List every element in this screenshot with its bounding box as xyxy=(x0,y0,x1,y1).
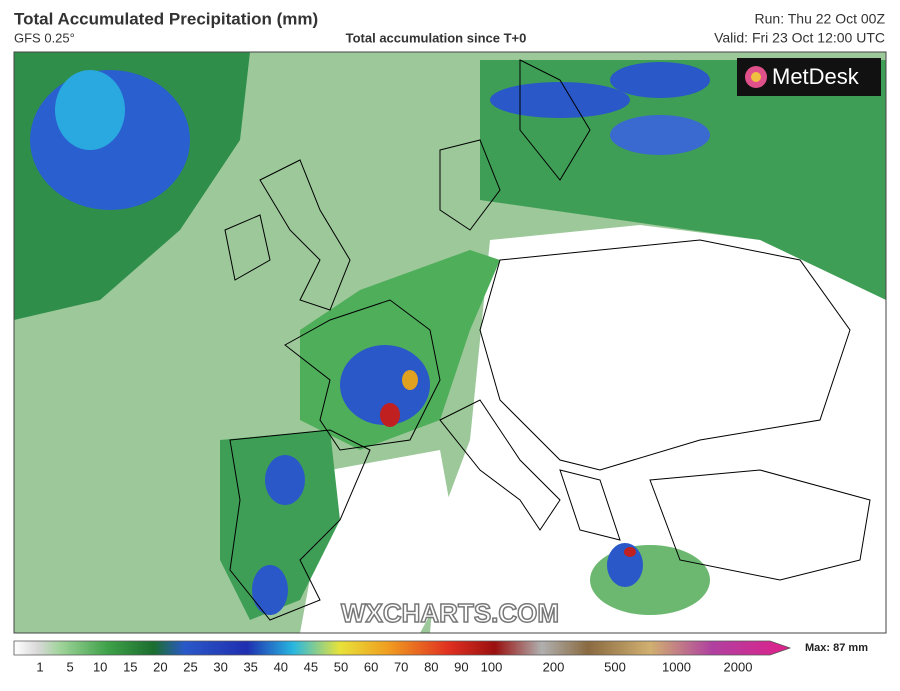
eastern-europe xyxy=(479,239,851,471)
green-area xyxy=(220,430,340,620)
map-field xyxy=(14,52,886,633)
colorbar-tick-label: 1 xyxy=(36,659,43,674)
blue-area xyxy=(252,565,288,615)
colorbar-tick-label: 40 xyxy=(274,659,288,674)
max-label: Max: 87 mm xyxy=(805,642,868,654)
dry-sea xyxy=(300,450,460,633)
logo-text: MetDesk xyxy=(772,64,860,89)
colorbar xyxy=(13,640,792,656)
france xyxy=(284,299,441,451)
britain xyxy=(259,159,351,311)
colorbar-tick-label: 35 xyxy=(243,659,257,674)
subtitle: Total accumulation since T+0 xyxy=(346,30,527,45)
colorbar-tick-label: 30 xyxy=(213,659,227,674)
colorbar-tick-label: 90 xyxy=(454,659,468,674)
dry-land xyxy=(430,225,886,633)
red-core xyxy=(624,547,636,557)
scandinavia xyxy=(519,59,591,181)
blue-area xyxy=(265,455,305,505)
blue-area xyxy=(610,115,710,155)
colorbar-tick-label: 1000 xyxy=(662,659,691,674)
run: Run: Thu 22 Oct 00Z xyxy=(755,11,886,27)
denmark xyxy=(439,139,501,231)
colorbar-tick-label: 200 xyxy=(543,659,565,674)
red-core xyxy=(380,403,400,427)
logo-icon xyxy=(751,72,761,82)
blue-area xyxy=(490,82,630,118)
green-area xyxy=(480,60,886,300)
title: Total Accumulated Precipitation (mm) xyxy=(14,9,318,28)
greece xyxy=(559,469,621,541)
colorbar-tick-label: 15 xyxy=(123,659,137,674)
italy xyxy=(439,399,561,531)
valid-time: Valid: Fri 23 Oct 12:00 UTC xyxy=(714,30,885,46)
colorbar-tick-label: 500 xyxy=(604,659,626,674)
colorbar-tick-label: 2000 xyxy=(724,659,753,674)
green-area xyxy=(590,545,710,615)
colorbar-tick-label: 5 xyxy=(66,659,73,674)
turkey xyxy=(649,469,871,581)
colorbar-tick-label: 25 xyxy=(183,659,197,674)
blue-area xyxy=(340,345,430,425)
model: GFS 0.25° xyxy=(14,30,75,45)
ireland xyxy=(224,214,271,281)
colorbar-tick-label: 80 xyxy=(424,659,438,674)
colorbar-tick-label: 20 xyxy=(153,659,167,674)
colorbar-tick-label: 45 xyxy=(304,659,318,674)
blue-area xyxy=(55,70,125,150)
colorbar-tick-label: 70 xyxy=(394,659,408,674)
iberia xyxy=(229,429,371,621)
colorbar-tick-label: 60 xyxy=(364,659,378,674)
map-frame xyxy=(13,51,887,634)
colorbar-tick-label: 100 xyxy=(481,659,503,674)
colorbar-ticks: 1 5 10 15 20 25 30 35 40 45 50 60 70 80 90 100 200 500 100… xyxy=(36,659,752,674)
orange-core xyxy=(402,370,418,390)
colorbar-tick-label: 10 xyxy=(93,659,107,674)
watermark: WXCHARTS.COM xyxy=(341,598,559,628)
colorbar-tick-label: 50 xyxy=(334,659,348,674)
coastlines xyxy=(224,59,871,621)
blue-area xyxy=(610,62,710,98)
